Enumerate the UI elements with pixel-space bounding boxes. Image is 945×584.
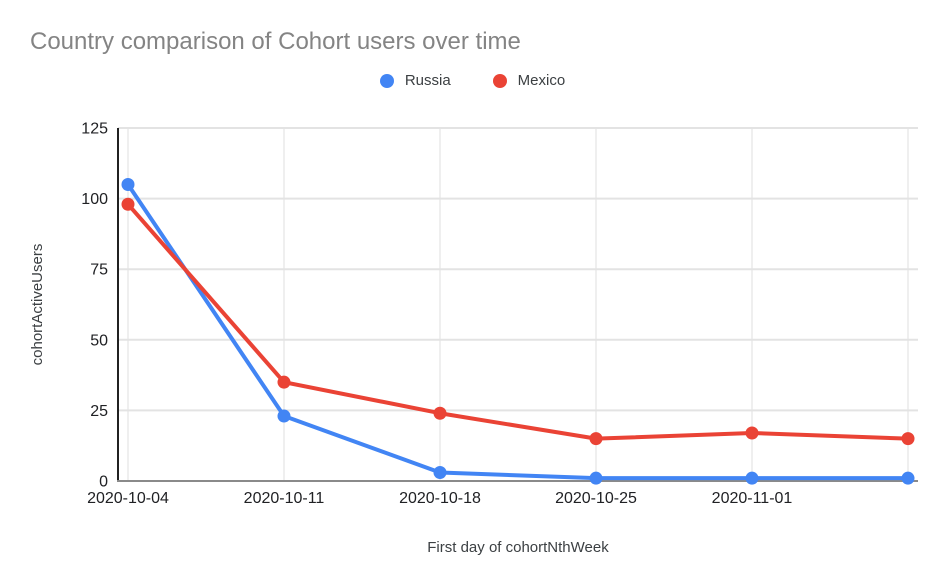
y-tick-label: 125 [81,121,108,138]
y-tick-label: 25 [90,403,108,420]
point-russia-3[interactable] [589,471,603,485]
x-tick-label: 2020-10-04 [87,490,169,507]
point-mexico-1[interactable] [277,375,291,389]
y-tick-label: 50 [90,332,108,349]
x-tick-label: 2020-10-25 [555,490,637,507]
point-russia-4[interactable] [745,471,759,485]
y-axis-title: cohortActiveUsers [29,244,46,366]
point-russia-1[interactable] [277,409,291,423]
y-tick-label: 0 [99,474,108,491]
y-tick-label: 100 [81,191,108,208]
point-mexico-0[interactable] [121,197,135,211]
chart-legend: Russia Mexico [0,72,945,89]
x-tick-label: 2020-10-18 [399,490,481,507]
legend-swatch-russia-icon [379,73,394,88]
point-russia-2[interactable] [433,466,447,480]
series-line-russia [126,182,910,481]
x-tick-label: 2020-11-01 [712,490,793,507]
point-russia-5[interactable] [901,471,915,485]
point-mexico-4[interactable] [745,426,759,440]
point-mexico-2[interactable] [433,406,447,420]
legend-label-russia: Russia [404,72,451,89]
y-tick-label: 75 [90,262,108,279]
legend-item-russia[interactable]: Russia [379,72,451,89]
point-mexico-3[interactable] [589,432,603,446]
point-mexico-5[interactable] [901,432,915,446]
x-tick-label: 2020-10-11 [244,490,325,507]
x-axis-title: First day of cohortNthWeek [427,539,609,556]
series-line-mexico [126,202,910,441]
legend-label-mexico: Mexico [517,72,566,89]
point-russia-0[interactable] [121,177,135,191]
page-title: Country comparison of Cohort users over … [30,28,521,55]
legend-swatch-mexico-icon [492,73,507,88]
legend-item-mexico[interactable]: Mexico [492,72,566,89]
